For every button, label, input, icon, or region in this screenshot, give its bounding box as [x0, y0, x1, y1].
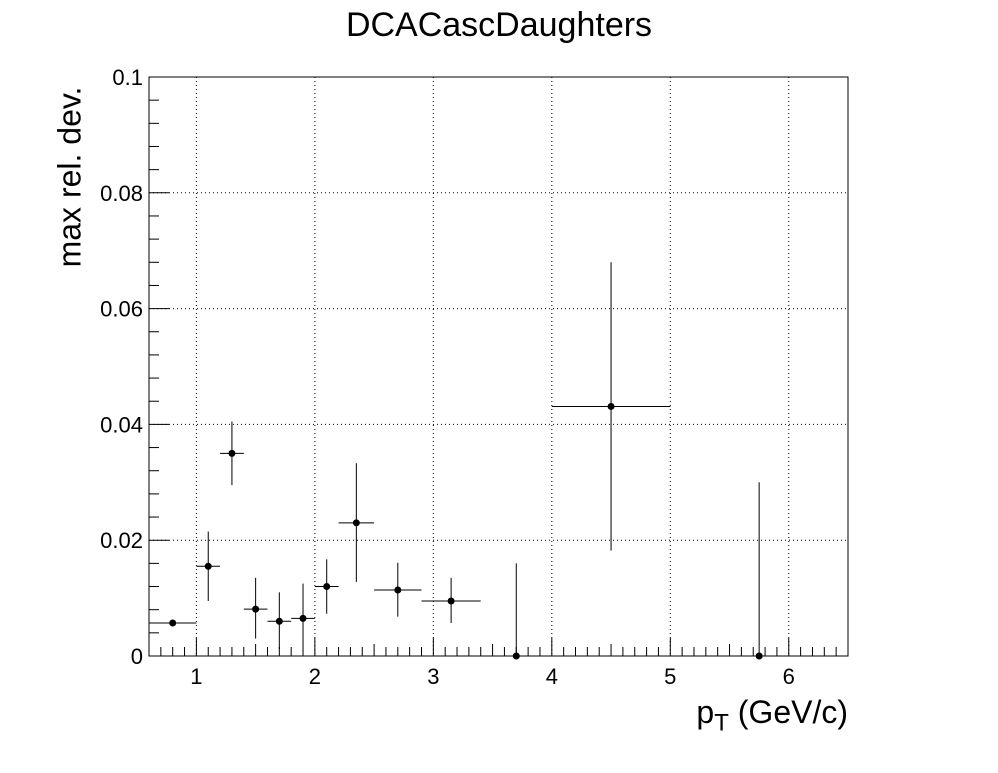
data-point: [252, 605, 260, 613]
y-tick-label: 0: [131, 644, 143, 669]
x-axis-label-main: p: [696, 694, 715, 730]
x-tick-label: 2: [309, 664, 321, 689]
axis-ticks: [148, 76, 849, 657]
x-tick-label: 6: [783, 664, 795, 689]
data-point: [394, 586, 402, 594]
y-tick-label: 0.02: [100, 528, 143, 553]
data-point: [204, 562, 212, 570]
data-point: [447, 597, 455, 605]
data-point: [299, 614, 307, 622]
x-tick-label: 1: [190, 664, 202, 689]
data-point: [275, 617, 283, 625]
grid-lines: [149, 77, 848, 656]
x-axis-label-units: (GeV/c): [728, 694, 848, 730]
x-tick-label: 3: [427, 664, 439, 689]
y-tick-label: 0.06: [100, 297, 143, 322]
data-point: [607, 402, 615, 410]
data-point: [228, 449, 236, 457]
x-tick-label: 5: [664, 664, 676, 689]
data-point: [352, 519, 360, 527]
y-tick-label: 0.08: [100, 181, 143, 206]
x-axis-label-sub: T: [714, 709, 729, 737]
y-tick-label: 0.1: [112, 65, 143, 90]
chart-title: DCACascDaughters: [345, 6, 653, 44]
data-point: [755, 652, 763, 660]
data-point: [169, 619, 177, 627]
y-tick-label: 0.04: [100, 412, 143, 437]
tick-labels: 1 2 3 4 5 6 0 0.02 0.04 0.06 0.08 0.1: [100, 65, 795, 689]
y-axis-label: max rel. dev.: [51, 86, 88, 268]
x-axis-label: pT (GeV/c): [696, 694, 848, 737]
data-point: [323, 583, 331, 591]
plot-frame: [148, 76, 849, 657]
data-points: [149, 262, 848, 660]
data-point: [512, 652, 520, 660]
x-tick-label: 4: [546, 664, 558, 689]
